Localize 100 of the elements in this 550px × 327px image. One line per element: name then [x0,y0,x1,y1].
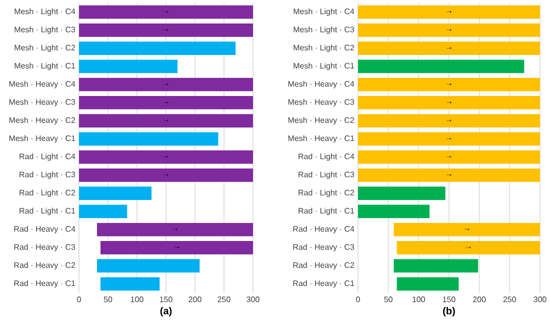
bar [79,150,253,164]
y-tick-label: Rad · Heavy · C1 [293,280,354,288]
bar [394,259,478,273]
bar [96,222,253,236]
y-tick-label: Rad · Heavy · C4 [293,226,354,234]
y-tick-label: Rad · Light · C4 [298,153,354,161]
bar [79,23,253,37]
x-tick-label: 250 [503,296,516,302]
y-tick-label: Mesh · Heavy · C3 [288,98,354,106]
data-label: → [446,83,452,86]
bar [79,42,236,56]
bar [358,132,540,146]
bar [358,114,540,128]
y-tick-label: Mesh · Heavy · C1 [288,135,354,143]
y-tick-label: Rad · Light · C3 [20,171,76,179]
y-tick-label: Mesh · Light · C3 [14,26,76,34]
y-tick-label: Mesh · Heavy · C2 [9,117,76,125]
bar [79,168,253,182]
x-tick-label: 250 [218,296,230,302]
data-label: → [164,29,168,31]
y-tick-label: Mesh · Light · C2 [294,44,354,52]
bar [358,23,540,37]
y-tick-label: Mesh · Heavy · C1 [9,135,76,143]
y-tick-label: Rad · Heavy · C2 [293,262,354,270]
data-label: → [164,174,168,176]
data-label: → [446,29,452,31]
data-label: → [172,228,178,230]
bar [79,186,152,200]
bar [100,277,160,291]
bar [394,222,540,236]
data-label: → [446,138,452,140]
y-tick-label: Mesh · Light · C1 [294,62,354,70]
bar [358,60,524,74]
x-tick-label: 200 [473,296,486,302]
data-label: → [446,10,452,13]
bar [358,204,430,218]
data-label: → [164,83,168,86]
y-tick-label: Rad · Light · C1 [298,208,354,216]
x-axis-title: (b) [443,307,455,316]
y-tick-label: Rad · Light · C3 [298,171,354,179]
data-label: → [164,10,168,13]
y-tick-label: Rad · Light · C2 [298,190,354,198]
y-tick-label: Rad · Light · C1 [20,208,76,216]
bar [79,204,128,218]
bar [79,5,253,19]
bar [396,240,540,254]
y-tick-label: Mesh · Light · C4 [294,8,354,16]
data-label: → [446,102,452,104]
bar [358,168,540,182]
y-tick-label: Rad · Heavy · C4 [14,226,76,234]
y-tick-label: Mesh · Heavy · C4 [9,80,76,88]
x-tick-label: 0 [77,296,81,302]
x-tick-label: 300 [246,296,260,302]
bar [79,78,253,92]
bar [79,114,253,128]
bar [396,277,459,291]
x-tick-label: 50 [104,296,112,302]
bar [358,42,540,56]
y-tick-label: Rad · Heavy · C2 [14,262,76,270]
y-tick-label: Mesh · Light · C2 [14,44,76,52]
bar [79,132,218,146]
y-tick-label: Rad · Heavy · C3 [293,244,354,252]
x-tick-label: 0 [356,296,360,302]
x-tick-label: 150 [160,296,172,302]
y-tick-label: Rad · Heavy · C3 [14,244,76,252]
y-tick-label: Mesh · Heavy · C3 [9,98,76,106]
y-tick-label: Mesh · Heavy · C4 [288,80,354,88]
x-tick-label: 100 [130,296,144,302]
y-tick-label: Mesh · Light · C3 [294,26,354,34]
data-label: → [446,47,452,50]
data-label: → [446,120,452,122]
y-tick-label: Mesh · Light · C4 [14,8,76,16]
bar [96,259,200,273]
y-tick-label: Rad · Light · C2 [20,190,76,198]
bar [358,96,540,110]
bar [79,96,253,110]
y-tick-label: Rad · Light · C4 [20,153,76,161]
x-tick-label: 50 [384,296,392,302]
data-label: → [164,156,168,158]
data-label: → [164,120,168,122]
bar [358,5,540,19]
y-tick-label: Mesh · Heavy · C2 [288,117,354,125]
bar [358,150,540,164]
x-axis-title: (a) [160,307,172,316]
x-tick-label: 300 [534,296,546,302]
data-label: → [466,246,471,248]
x-tick-label: 100 [412,296,426,302]
bar [358,78,540,92]
bar [100,240,253,254]
y-tick-label: Mesh · Light · C1 [14,62,76,70]
data-label: → [464,228,470,230]
y-tick-label: Rad · Heavy · C1 [14,280,76,288]
data-label: → [164,102,168,104]
data-label: → [446,174,452,176]
bar [358,186,446,200]
bar [79,60,178,74]
x-tick-label: 200 [188,296,202,302]
x-tick-label: 150 [442,296,456,302]
data-label: → [446,156,452,158]
data-label: → [174,246,180,248]
